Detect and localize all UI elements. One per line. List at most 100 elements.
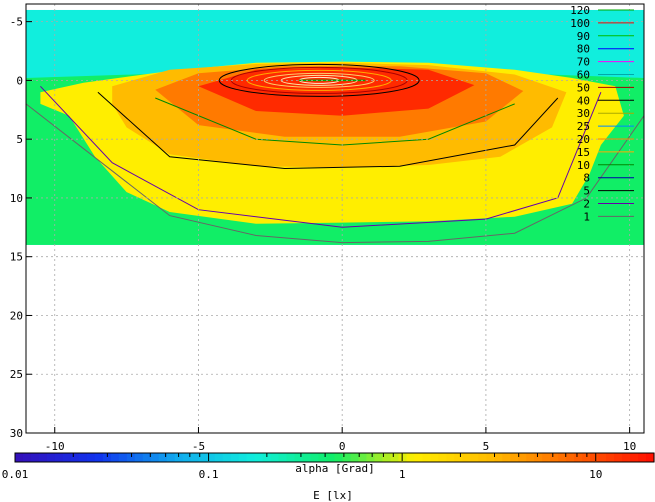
colorbar-segment xyxy=(414,453,423,462)
legend-label: 120 xyxy=(570,4,590,17)
colorbar-segment xyxy=(566,453,575,462)
heatmap xyxy=(26,9,644,245)
colorbar-segment xyxy=(358,453,368,462)
colorbar-segment xyxy=(366,453,376,462)
colorbar-segment xyxy=(126,453,136,462)
colorbar-segment xyxy=(614,453,623,462)
legend-label: 70 xyxy=(577,56,590,69)
colorbar-segment xyxy=(502,453,511,462)
colorbar-segment xyxy=(94,453,104,462)
x-axis: -10 -5 0 5 10 xyxy=(45,427,636,453)
colorbar-segment xyxy=(46,453,56,462)
legend-label: 80 xyxy=(577,43,590,56)
legend-label: 8 xyxy=(583,172,590,185)
x-axis-label: alpha [Grad] xyxy=(295,462,374,475)
colorbar-segment xyxy=(606,453,615,462)
colorbar-segment xyxy=(286,453,296,462)
colorbar-segment xyxy=(22,453,32,462)
x-tick-label: 10 xyxy=(623,440,636,453)
colorbar-segment xyxy=(422,453,431,462)
colorbar-segment xyxy=(406,453,415,462)
colorbar-segment xyxy=(62,453,72,462)
legend-label: 15 xyxy=(577,146,590,159)
colorbar-segment xyxy=(310,453,320,462)
colorbar-segment xyxy=(38,453,48,462)
colorbar-segment xyxy=(166,453,176,462)
colorbar-ticks: 0.01 0.1 1 10 xyxy=(2,453,655,481)
colorbar-segment xyxy=(558,453,567,462)
heatmap-band-peak xyxy=(198,67,475,116)
colorbar-segment xyxy=(478,453,487,462)
colorbar-tick-label: 0.01 xyxy=(2,468,29,481)
colorbar-segment xyxy=(382,453,392,462)
colorbar-segment xyxy=(494,453,503,462)
colorbar-segment xyxy=(222,453,232,462)
colorbar-segment xyxy=(446,453,455,462)
legend-label: 10 xyxy=(577,159,590,172)
contour-line-5 xyxy=(97,91,559,170)
colorbar-segment xyxy=(646,453,655,462)
colorbar-segment xyxy=(574,453,583,462)
colorbar-segment xyxy=(486,453,495,462)
colorbar-segment xyxy=(30,453,40,462)
colorbar-segment xyxy=(118,453,128,462)
y-axis: -5 0 5 10 15 20 25 30 xyxy=(10,16,32,440)
colorbar-segment xyxy=(462,453,471,462)
colorbar-segment xyxy=(182,453,192,462)
colorbar-segment xyxy=(598,453,607,462)
colorbar-segment xyxy=(262,453,272,462)
y-tick-label: 10 xyxy=(10,192,23,205)
colorbar-segment xyxy=(374,453,384,462)
colorbar-segment xyxy=(86,453,96,462)
legend-label: 90 xyxy=(577,30,590,43)
y-tick-label: 15 xyxy=(10,251,23,264)
colorbar xyxy=(14,452,655,463)
colorbar-segment xyxy=(174,453,184,462)
x-tick-label: -5 xyxy=(192,440,205,453)
y-tick-label: 20 xyxy=(10,309,23,322)
colorbar-segment xyxy=(102,453,112,462)
colorbar-tick-label: 1 xyxy=(399,468,406,481)
colorbar-segment xyxy=(582,453,591,462)
colorbar-segment xyxy=(54,453,64,462)
colorbar-segment xyxy=(326,453,336,462)
colorbar-segment xyxy=(350,453,360,462)
colorbar-segment xyxy=(622,453,631,462)
peak-contour-ring xyxy=(218,63,420,97)
colorbar-segment xyxy=(390,453,399,462)
y-tick-label: 5 xyxy=(16,133,23,146)
colorbar-segment xyxy=(334,453,344,462)
colorbar-segment xyxy=(510,453,519,462)
colorbar-segment xyxy=(398,453,407,462)
legend-label: 100 xyxy=(570,17,590,30)
colorbar-segment xyxy=(630,453,639,462)
colorbar-segment xyxy=(542,453,551,462)
colorbar-segment xyxy=(430,453,439,462)
colorbar-segment xyxy=(190,453,200,462)
y-tick-label: 25 xyxy=(10,368,23,381)
colorbar-segment xyxy=(230,453,240,462)
colorbar-segment xyxy=(110,453,120,462)
colorbar-segment xyxy=(206,453,216,462)
colorbar-segment xyxy=(270,453,280,462)
contour-line-1 xyxy=(26,103,644,244)
colorbar-segment xyxy=(246,453,256,462)
y-tick-label: -5 xyxy=(10,16,23,29)
y-tick-label: 30 xyxy=(10,427,23,440)
colorbar-segment xyxy=(78,453,88,462)
colorbar-segment xyxy=(534,453,543,462)
colorbar-segment xyxy=(278,453,288,462)
colorbar-segment xyxy=(294,453,304,462)
colorbar-segment xyxy=(198,453,208,462)
legend-label: 50 xyxy=(577,81,590,94)
legend-label: 2 xyxy=(583,198,590,211)
colorbar-tick-label: 10 xyxy=(589,468,602,481)
legend-label: 1 xyxy=(583,210,590,223)
colorbar-segment xyxy=(590,453,599,462)
y-tick-label: 0 xyxy=(16,74,23,87)
colorbar-segment xyxy=(150,453,160,462)
x-tick-label: -10 xyxy=(45,440,65,453)
peak-contour-ring xyxy=(263,72,375,88)
